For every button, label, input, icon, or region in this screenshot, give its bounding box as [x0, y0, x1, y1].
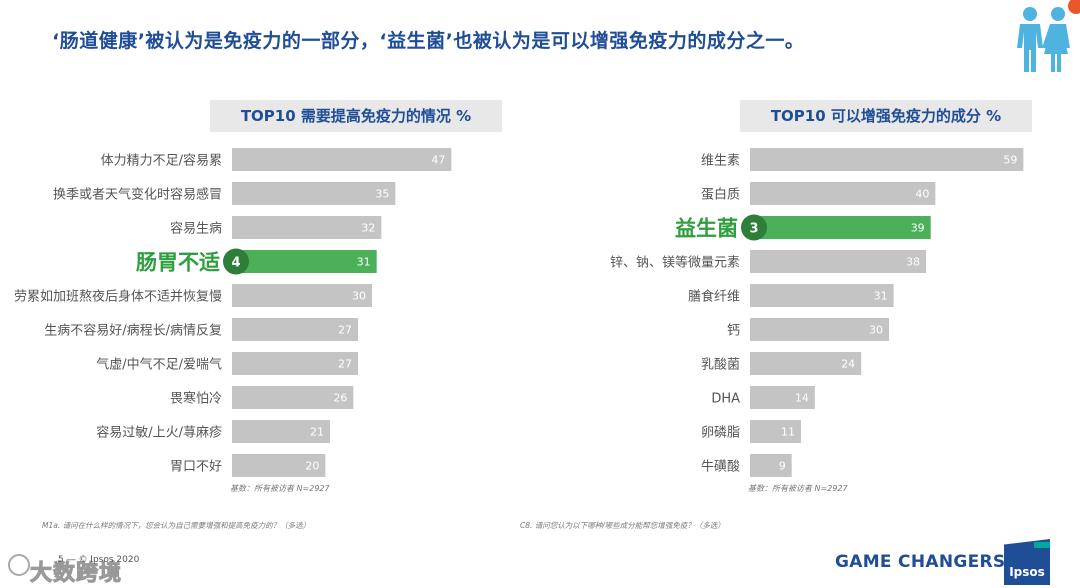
left-bar	[232, 318, 358, 341]
left-value-label: 27	[338, 358, 352, 371]
left-category-label: 容易过敏/上火/荨麻疹	[96, 425, 222, 441]
ipsos-logo: Ipsos	[1004, 539, 1050, 585]
left-bar	[232, 386, 354, 409]
right-footnote: C8. 请问您认为以下哪种/哪些成分能帮您增强免疫？（多选）	[520, 521, 725, 530]
logo-accent	[1034, 542, 1050, 548]
left-category-label: 气虚/中气不足/爱喘气	[96, 357, 222, 373]
left-category-label: 生病不容易好/病程长/病情反复	[44, 323, 222, 339]
right-bar	[750, 420, 801, 443]
left-category-label: 换季或者天气变化时容易感冒	[53, 187, 222, 203]
right-category-label: DHA	[711, 392, 740, 407]
left-category-label-highlight: 肠胃不适	[136, 251, 220, 275]
right-bar	[750, 352, 862, 375]
left-value-label: 26	[333, 392, 347, 405]
right-bar	[750, 386, 815, 409]
left-bar	[232, 454, 326, 477]
left-value-label: 47	[431, 154, 445, 167]
right-value-label: 38	[906, 256, 920, 269]
right-base-note: 基数：所有被访者 N=2927	[748, 484, 848, 493]
right-bar	[750, 148, 1024, 171]
left-base-note: 基数：所有被访者 N=2927	[230, 484, 330, 493]
left-category-label: 畏寒怕冷	[170, 391, 222, 407]
left-category-label: 容易生病	[170, 221, 222, 237]
left-bar	[232, 284, 372, 307]
right-value-label: 24	[841, 358, 855, 371]
brand-tagline: GAME CHANGERS	[835, 552, 1006, 572]
right-rank-badge	[741, 214, 767, 241]
left-bar	[232, 148, 452, 171]
right-bar	[750, 216, 931, 239]
right-value-label: 14	[795, 392, 809, 405]
right-value-label: 59	[1003, 154, 1017, 167]
right-category-label: 卵磷脂	[701, 426, 740, 441]
left-footnote: M1a. 请问在什么样的情况下，您会认为自己需要增强和提高免疫力的？（多选）	[42, 521, 311, 530]
left-category-label: 劳累如加班熬夜后身体不适并恢复慢	[14, 289, 222, 305]
left-bar	[232, 420, 330, 443]
logo-text: Ipsos	[1009, 565, 1045, 579]
right-category-label: 维生素	[701, 154, 740, 169]
right-bar	[750, 182, 936, 205]
people-icon	[1017, 0, 1080, 72]
left-bar	[232, 250, 377, 273]
left-value-label: 27	[338, 324, 352, 337]
left-category-label: 体力精力不足/容易累	[101, 153, 222, 169]
right-category-label-highlight: 益生菌	[675, 217, 738, 241]
right-category-label: 锌、钠、镁等微量元素	[610, 255, 740, 271]
right-category-label: 蛋白质	[701, 187, 740, 203]
right-bar	[750, 318, 889, 341]
left-chart-title: TOP10 需要提高免疫力的情况 %	[210, 100, 502, 132]
right-value-label: 30	[869, 324, 883, 337]
left-category-label: 胃口不好	[170, 460, 222, 475]
left-bar	[232, 182, 396, 205]
right-value-label: 9	[779, 460, 786, 473]
right-bar	[750, 454, 792, 477]
right-bar	[750, 250, 927, 273]
left-value-label: 31	[357, 256, 371, 269]
right-bar	[750, 284, 894, 307]
left-value-label: 21	[310, 426, 324, 439]
watermark-logo-icon	[8, 554, 30, 576]
right-category-label: 乳酸菌	[701, 358, 740, 373]
right-value-label: 11	[781, 426, 795, 439]
left-value-label: 20	[305, 460, 319, 473]
left-bar	[232, 352, 358, 375]
left-value-label: 32	[361, 222, 375, 235]
watermark-text: 大数跨境	[29, 561, 123, 587]
right-value-label: 39	[911, 222, 925, 235]
left-rank-number: 4	[231, 256, 240, 271]
page-headline: ‘肠道健康’被认为是免疫力的一部分，‘益生菌’也被认为是可以增强免疫力的成分之一…	[52, 30, 805, 52]
left-rank-badge	[223, 248, 249, 275]
right-value-label: 31	[874, 290, 888, 303]
right-rank-number: 3	[749, 222, 758, 237]
left-value-label: 35	[375, 188, 389, 201]
left-bar	[232, 216, 382, 239]
right-chart-title: TOP10 可以增强免疫力的成分 %	[740, 100, 1032, 132]
left-value-label: 30	[352, 290, 366, 303]
copyright: 5 ― © Ipsos 2020	[58, 555, 140, 565]
right-category-label: 钙	[727, 324, 740, 339]
right-category-label: 牛磺酸	[701, 460, 740, 475]
right-value-label: 40	[915, 188, 929, 201]
right-category-label: 膳食纤维	[688, 289, 740, 305]
